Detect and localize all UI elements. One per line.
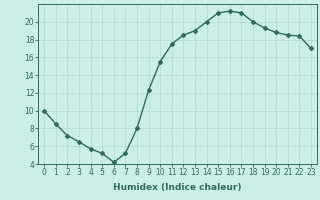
X-axis label: Humidex (Indice chaleur): Humidex (Indice chaleur) xyxy=(113,183,242,192)
